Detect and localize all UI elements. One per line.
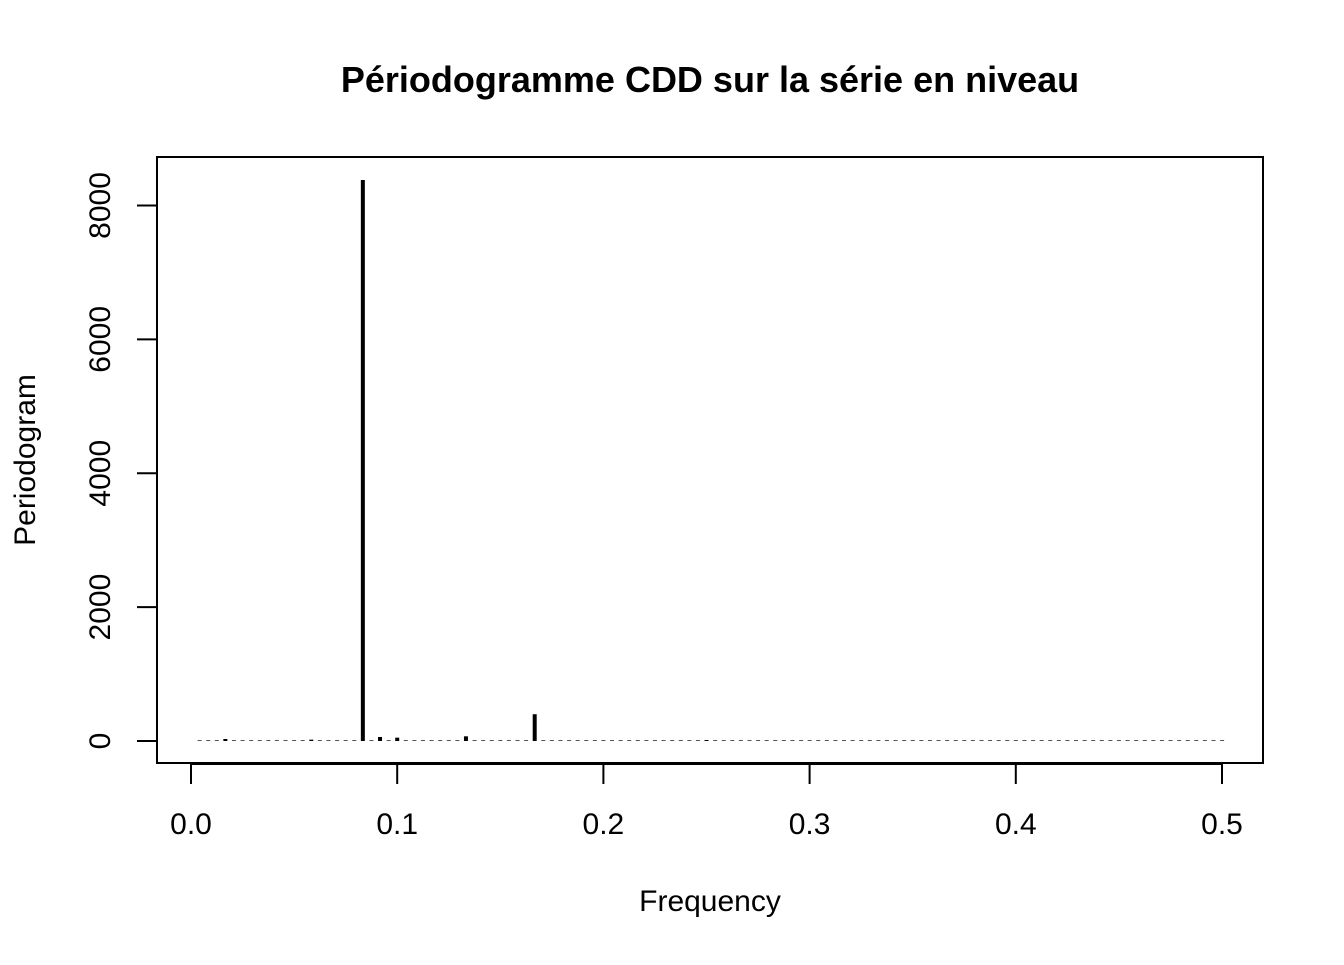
plot-frame [156, 156, 1264, 764]
y-tick-label: 4000 [84, 440, 117, 507]
x-axis: 0.0 0.1 0.2 0.3 0.4 0.5 [170, 763, 1243, 841]
x-tick-label: 0.3 [789, 808, 831, 841]
y-tick-label: 2000 [84, 574, 117, 641]
y-axis-label: Periodogram [9, 374, 42, 546]
x-tick-label: 0.4 [995, 808, 1037, 841]
chart-title: Périodogramme CDD sur la série en niveau [341, 59, 1079, 100]
y-tick-label: 8000 [84, 172, 117, 239]
x-tick-label: 0.1 [376, 808, 418, 841]
x-tick-label: 0.5 [1201, 808, 1243, 841]
x-axis-label: Frequency [639, 885, 781, 918]
x-tick-label: 0.0 [170, 808, 212, 841]
x-tick-label: 0.2 [583, 808, 625, 841]
y-tick-label: 6000 [84, 306, 117, 373]
y-axis: 0 2000 4000 6000 8000 [84, 172, 158, 750]
y-tick-label: 0 [84, 733, 117, 750]
periodogram-series [197, 180, 1225, 741]
